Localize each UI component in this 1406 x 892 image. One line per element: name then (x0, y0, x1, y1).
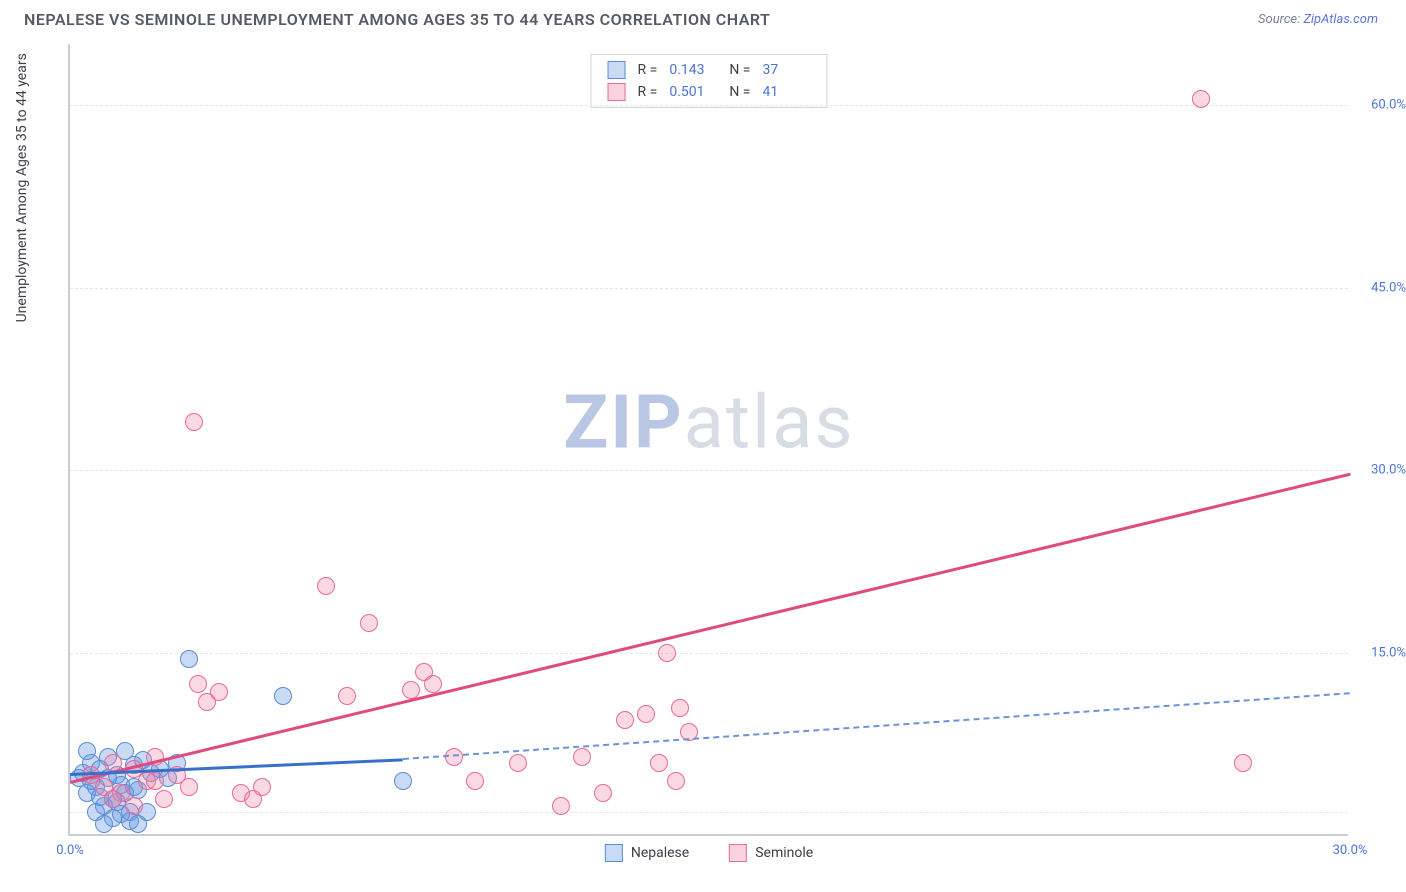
watermark: ZIPatlas (563, 380, 854, 467)
scatter-point (424, 675, 442, 693)
scatter-point (125, 797, 143, 815)
scatter-point (552, 797, 570, 815)
scatter-point (180, 650, 198, 668)
y-axis-label: Unemployment Among Ages 35 to 44 years (14, 53, 30, 322)
scatter-point (78, 742, 96, 760)
scatter-point (509, 754, 527, 772)
stat-r-label: R = (638, 84, 658, 100)
scatter-point (671, 699, 689, 717)
stat-r-label: R = (638, 62, 658, 78)
y-tick-label: 15.0% (1371, 646, 1406, 661)
scatter-point (317, 577, 335, 595)
scatter-point (253, 778, 271, 796)
scatter-point (146, 772, 164, 790)
correlation-stats-box: R = 0.143 N = 37 R = 0.501 N = 41 (591, 54, 828, 108)
chart-title: NEPALESE VS SEMINOLE UNEMPLOYMENT AMONG … (24, 10, 770, 29)
legend-item: Seminole (729, 844, 813, 862)
source-prefix: Source: (1258, 12, 1303, 27)
legend-item: Nepalese (605, 844, 689, 862)
scatter-point (274, 687, 292, 705)
watermark-rest: atlas (684, 380, 855, 467)
scatter-point (189, 675, 207, 693)
gridline (70, 105, 1348, 106)
watermark-bold: ZIP (563, 380, 683, 467)
y-tick-label: 30.0% (1371, 463, 1406, 478)
source-link[interactable]: ZipAtlas.com (1303, 12, 1378, 27)
series-legend: Nepalese Seminole (605, 844, 813, 862)
plot-region: ZIPatlas R =0.143N =37R =0.501N =41 Nepa… (68, 44, 1348, 836)
chart-area: Unemployment Among Ages 35 to 44 years Z… (40, 44, 1380, 854)
stat-row: R = 0.143 N = 37 (592, 59, 827, 81)
scatter-point (155, 790, 173, 808)
legend-swatch (605, 844, 623, 862)
stat-n-value: 41 (762, 84, 810, 100)
gridline (70, 812, 1348, 813)
gridline (70, 653, 1348, 654)
scatter-point (658, 644, 676, 662)
stat-r-value: 0.501 (669, 84, 717, 100)
y-tick-label: 45.0% (1371, 280, 1406, 295)
scatter-point (650, 754, 668, 772)
stat-row: R = 0.501 N = 41 (592, 81, 827, 103)
legend-label: Nepalese (631, 845, 689, 861)
scatter-point (616, 711, 634, 729)
scatter-point (667, 772, 685, 790)
scatter-point (594, 784, 612, 802)
scatter-point (210, 683, 228, 701)
scatter-point (338, 687, 356, 705)
x-tick-label: 0.0% (56, 843, 84, 858)
stat-n-label: N = (729, 62, 750, 78)
scatter-point (1234, 754, 1252, 772)
stat-swatch (608, 61, 626, 79)
y-tick-label: 60.0% (1371, 97, 1406, 112)
scatter-point (573, 748, 591, 766)
stat-swatch (608, 83, 626, 101)
legend-label: Seminole (755, 845, 813, 861)
scatter-point (1192, 90, 1210, 108)
gridline (70, 470, 1348, 471)
source-credit: Source: ZipAtlas.com (1258, 12, 1378, 27)
stat-r-value: 0.143 (669, 62, 717, 78)
scatter-point (394, 772, 412, 790)
scatter-point (360, 614, 378, 632)
scatter-point (185, 413, 203, 431)
legend-swatch (729, 844, 747, 862)
gridline (70, 288, 1348, 289)
x-tick-label: 30.0% (1333, 843, 1368, 858)
stat-n-label: N = (729, 84, 750, 100)
scatter-point (95, 815, 113, 833)
header: NEPALESE VS SEMINOLE UNEMPLOYMENT AMONG … (0, 0, 1406, 35)
scatter-point (180, 778, 198, 796)
trend-line (403, 692, 1350, 760)
scatter-point (466, 772, 484, 790)
stat-n-value: 37 (762, 62, 810, 78)
scatter-point (637, 705, 655, 723)
scatter-point (104, 790, 122, 808)
